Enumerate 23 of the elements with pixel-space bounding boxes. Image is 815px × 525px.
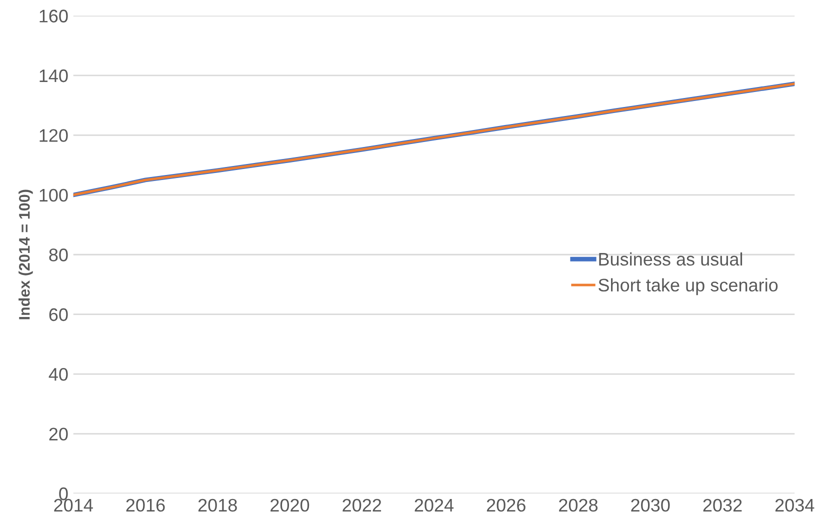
x-tick-label: 2024 [414,498,454,512]
y-tick-label: 140 [40,69,68,82]
legend-label: Short take up scenario [598,278,778,296]
y-tick-label: 0 [59,487,68,500]
y-tick-label: 80 [49,248,68,262]
y-tick-label: 120 [40,129,68,142]
x-tick-label: 2016 [126,498,165,512]
legend-label: Business as usual [599,252,742,266]
x-tick-label: 2020 [270,498,310,512]
x-tick-label: 2028 [559,498,598,512]
x-tick-label: 2022 [342,498,382,512]
x-tick-label: 2014 [54,498,93,512]
y-axis-title: Index (2014 = 100) [18,190,33,320]
y-tick-label: 100 [40,188,68,202]
x-tick-label: 2018 [198,498,237,512]
x-tick-label: 2026 [486,498,526,512]
x-tick-label: 2032 [703,498,742,512]
y-tick-label: 40 [48,368,68,381]
x-tick-label: 2034 [775,498,814,512]
x-tick-label: 2030 [631,498,670,512]
y-tick-label: 160 [40,10,68,22]
y-tick-label: 60 [49,308,68,322]
y-tick-label: 20 [49,428,68,440]
